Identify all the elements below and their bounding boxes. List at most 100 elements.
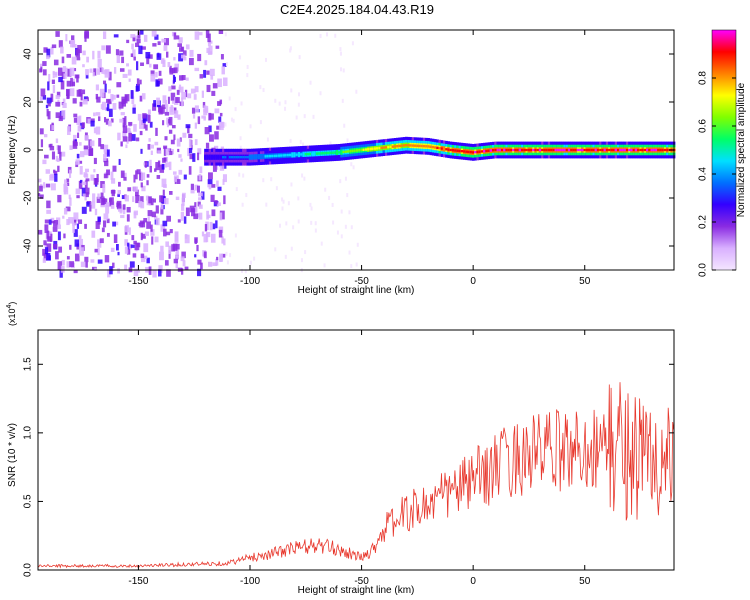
heatmap-noise-cell bbox=[241, 202, 244, 207]
heatmap-noise-cell bbox=[57, 165, 60, 172]
heatmap-noise-cell bbox=[164, 38, 169, 46]
heatmap-noise-cell bbox=[235, 187, 238, 192]
heatmap-noise-cell bbox=[224, 122, 227, 127]
heatmap-ridge-cell bbox=[251, 155, 254, 159]
heatmap-ridge-cell bbox=[563, 148, 567, 152]
heatmap-noise-cell bbox=[171, 100, 176, 104]
colorbar-tick-label: 0.0 bbox=[698, 263, 709, 277]
heatmap-noise-cell bbox=[82, 99, 88, 105]
heatmap-noise-cell bbox=[212, 262, 218, 267]
heatmap-noise-cell bbox=[147, 54, 153, 59]
heatmap-noise-cell bbox=[170, 105, 174, 112]
heatmap-ridge-cell bbox=[306, 152, 310, 156]
heatmap-noise-cell bbox=[199, 74, 204, 79]
heatmap-noise-cell bbox=[154, 34, 159, 40]
heatmap-noise-cell bbox=[62, 66, 67, 72]
heatmap-ridge-cell bbox=[324, 151, 328, 155]
heatmap-noise-cell bbox=[85, 178, 90, 182]
heatmap-noise-cell bbox=[139, 119, 144, 129]
heatmap-ridge-cell bbox=[380, 146, 384, 150]
heatmap-noise-cell bbox=[121, 56, 125, 64]
heatmap-noise-cell bbox=[92, 72, 95, 77]
heatmap-noise-cell bbox=[348, 250, 351, 255]
heatmap-noise-cell bbox=[117, 268, 120, 274]
heatmap-noise-cell bbox=[154, 141, 159, 146]
heatmap-noise-cell bbox=[152, 103, 157, 111]
heatmap-noise-cell bbox=[96, 196, 102, 203]
heatmap-noise-cell bbox=[165, 231, 171, 236]
heatmap-noise-cell bbox=[253, 256, 256, 261]
heatmap-noise-cell bbox=[182, 132, 187, 138]
heatmap-noise-cell bbox=[117, 193, 120, 197]
heatmap-noise-cell bbox=[43, 47, 48, 53]
heatmap-noise-cell bbox=[284, 106, 287, 111]
heatmap-ridge-cell bbox=[253, 155, 256, 159]
heatmap-ridge-cell bbox=[219, 156, 223, 159]
heatmap-noise-cell bbox=[146, 257, 150, 264]
heatmap-noise-cell bbox=[197, 185, 200, 193]
heatmap-noise-cell bbox=[46, 97, 52, 104]
heatmap-noise-cell bbox=[140, 62, 144, 66]
heatmap-noise-cell bbox=[222, 179, 225, 185]
heatmap-noise-cell bbox=[100, 196, 105, 206]
heatmap-noise-cell bbox=[76, 57, 81, 61]
heatmap-noise-cell bbox=[117, 190, 121, 195]
heatmap-noise-cell bbox=[142, 117, 146, 123]
heatmap-noise-cell bbox=[95, 220, 100, 230]
heatmap-noise-cell bbox=[101, 45, 106, 51]
heatmap-noise-cell bbox=[177, 114, 181, 120]
heatmap-noise-cell bbox=[210, 233, 216, 243]
heatmap-noise-cell bbox=[194, 237, 198, 243]
heatmap-ridge-cell bbox=[364, 148, 368, 151]
heatmap-noise-cell bbox=[101, 67, 105, 74]
heatmap-noise-cell bbox=[222, 174, 227, 183]
heatmap-noise-cell bbox=[230, 117, 233, 122]
heatmap-noise-cell bbox=[151, 30, 157, 37]
heatmap-noise-cell bbox=[167, 96, 170, 104]
heatmap-noise-cell bbox=[93, 112, 96, 117]
heatmap-noise-cell bbox=[50, 217, 55, 222]
heatmap-noise-cell bbox=[57, 67, 63, 76]
heatmap-noise-cell bbox=[162, 104, 166, 109]
heatmap-noise-cell bbox=[150, 229, 155, 236]
heatmap-noise-cell bbox=[295, 115, 298, 120]
heatmap-noise-cell bbox=[262, 178, 265, 183]
heatmap-noise-cell bbox=[136, 78, 140, 86]
heatmap-noise-cell bbox=[138, 45, 143, 55]
heatmap-noise-cell bbox=[160, 224, 166, 232]
heatmap-ridge-cell bbox=[262, 155, 265, 158]
heatmap-noise-cell bbox=[60, 151, 66, 157]
heatmap-noise-cell bbox=[177, 148, 180, 153]
heatmap-ridge-cell bbox=[431, 145, 435, 149]
snr-y-axis: 0.0 0.5 1.0 1.5 bbox=[23, 357, 674, 577]
heatmap-noise-cell bbox=[102, 198, 108, 205]
heatmap-noise-cell bbox=[118, 158, 121, 165]
heatmap-ridge-cell bbox=[393, 145, 397, 148]
heatmap-noise-cell bbox=[342, 68, 345, 73]
heatmap-noise-cell bbox=[47, 103, 51, 107]
heatmap-noise-cell bbox=[181, 203, 185, 211]
heatmap-ridge-cell bbox=[420, 144, 424, 148]
heatmap-noise-cell bbox=[93, 127, 97, 134]
heatmap-noise-cell bbox=[178, 84, 182, 91]
heatmap-noise-cell bbox=[155, 217, 160, 226]
heatmap-ridge-cell bbox=[438, 147, 442, 150]
heatmap-noise-cell bbox=[193, 213, 199, 220]
heatmap-noise-cell bbox=[106, 103, 110, 112]
heatmap-noise-cell bbox=[167, 62, 171, 68]
heatmap-noise-cell bbox=[160, 204, 164, 210]
heatmap-noise-cell bbox=[278, 101, 281, 106]
heatmap-noise-cell bbox=[143, 218, 148, 223]
heatmap-noise-cell bbox=[124, 195, 129, 202]
heatmap-noise-cell bbox=[131, 235, 135, 241]
heatmap-noise-cell bbox=[175, 255, 179, 261]
colorbar: 0.0 0.2 0.4 0.6 0.8 Normalized spectral ampl… bbox=[698, 29, 747, 277]
heatmap-noise-cell bbox=[240, 101, 243, 106]
heatmap-ridge-cell bbox=[222, 156, 225, 159]
heatmap-noise-cell bbox=[180, 256, 185, 262]
heatmap-noise-cell bbox=[115, 49, 120, 56]
heatmap-noise-cell bbox=[122, 117, 126, 122]
heatmap-noise-cell bbox=[50, 183, 56, 191]
heatmap-ridge-cell bbox=[402, 144, 406, 147]
heatmap-ridge-cell bbox=[246, 156, 250, 159]
